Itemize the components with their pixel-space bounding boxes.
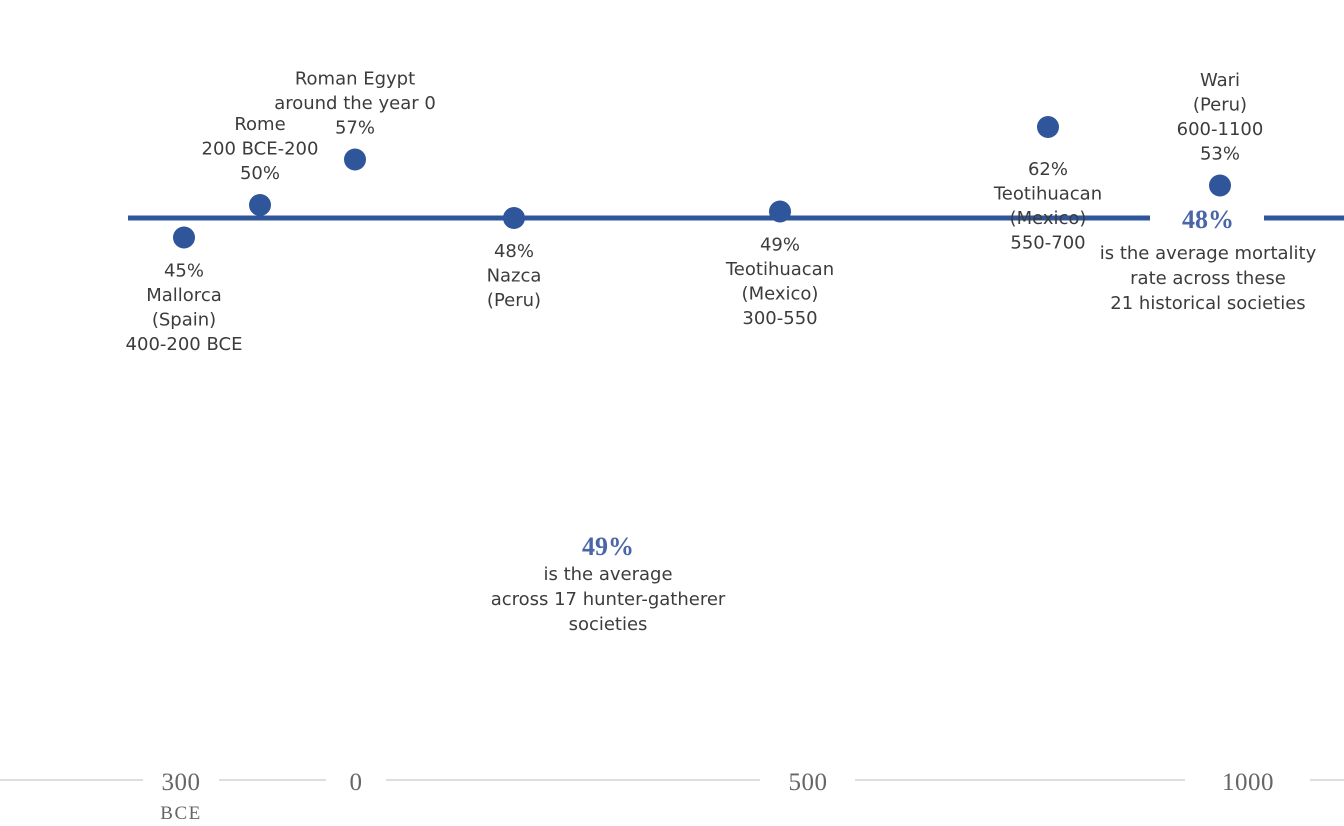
data-point-label: (Mexico) [1010, 208, 1087, 229]
data-point [344, 148, 366, 171]
x-tick-label: 0 [350, 769, 363, 796]
hunter-gatherer-average-value: 49% [582, 532, 634, 561]
data-point-label: 50% [240, 163, 280, 184]
data-point-label: 49% [760, 235, 800, 256]
x-tick-label: 500 [789, 769, 828, 796]
data-point [769, 200, 791, 223]
data-point-label: 62% [1028, 159, 1068, 180]
data-point-label: 200 BCE-200 [202, 139, 319, 160]
data-points: 45% Mallorca (Spain) 400-200 BCE Rome 200 BCE… [126, 69, 1264, 356]
data-point-label: Teotihuacan [993, 184, 1102, 205]
data-point-label: (Peru) [1193, 95, 1247, 116]
data-point-label: Teotihuacan [725, 259, 834, 280]
data-point-label: Roman Egypt [295, 69, 415, 90]
hunter-gatherer-caption: is the average [543, 564, 672, 585]
data-point-label: Wari [1200, 70, 1240, 91]
data-point-label: Rome [234, 114, 285, 135]
data-point [1209, 174, 1231, 197]
data-point-label: (Spain) [152, 310, 216, 331]
x-tick-label: 300 [162, 769, 201, 796]
data-point-label: 600-1100 [1177, 119, 1264, 140]
data-point [503, 207, 525, 229]
average-caption: is the average mortality [1100, 243, 1317, 264]
data-point-label: 400-200 BCE [126, 334, 243, 355]
hunter-gatherer-caption: across 17 hunter-gatherer [491, 589, 726, 610]
data-point-label: 53% [1200, 144, 1240, 165]
average-caption: 21 historical societies [1110, 293, 1305, 314]
x-tick-sublabel: BCE [160, 803, 201, 824]
data-point-label: 300-550 [742, 308, 817, 329]
data-point-label: around the year 0 [274, 93, 436, 114]
data-point [249, 194, 271, 216]
data-point-label: Nazca [487, 266, 542, 287]
average-caption: rate across these [1130, 268, 1286, 289]
data-point-label: 57% [335, 118, 375, 139]
data-point-label: 48% [494, 241, 534, 262]
average-value: 48% [1182, 205, 1234, 234]
hunter-gatherer-caption: societies [569, 614, 648, 635]
data-point-label: (Peru) [487, 290, 541, 311]
data-point-label: (Mexico) [742, 284, 819, 305]
data-point [1037, 116, 1059, 138]
data-point-label: 45% [164, 261, 204, 282]
data-point-label: 550-700 [1010, 233, 1085, 254]
data-point [173, 226, 195, 249]
x-tick-label: 1000 [1222, 769, 1274, 796]
data-point-label: Mallorca [146, 285, 222, 306]
